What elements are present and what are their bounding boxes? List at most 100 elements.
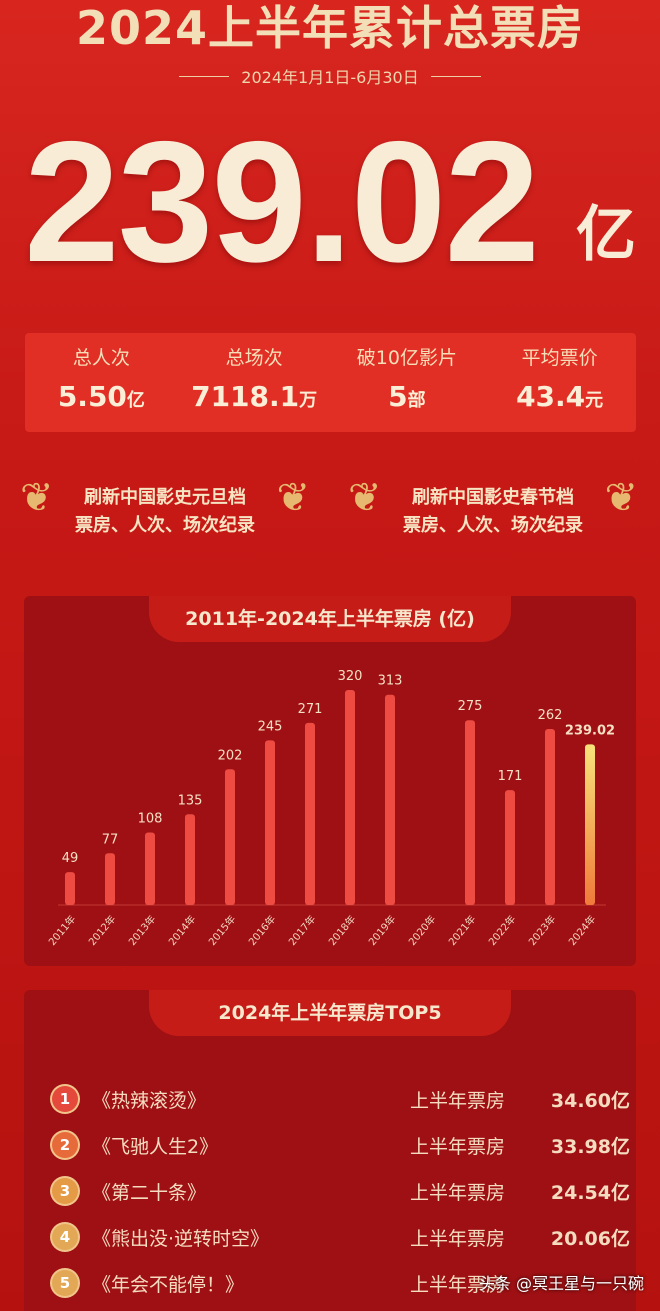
x-tick-label: 2020年 bbox=[406, 913, 439, 949]
bar-2014年 bbox=[185, 814, 195, 905]
bar-2021年 bbox=[465, 720, 475, 905]
watermark: 头条 @冥王星与一只碗 bbox=[478, 1274, 644, 1293]
data-label: 202 bbox=[218, 748, 243, 763]
bar-2018年 bbox=[345, 690, 355, 905]
stat-avg-price: 平均票价 43.4元 bbox=[483, 333, 636, 432]
page-title: 2024上半年累计总票房 bbox=[75, 1, 585, 55]
top5-row: 3 《第二十条》 上半年票房 24.54亿 bbox=[24, 1168, 636, 1214]
stat-value: 7118.1 bbox=[191, 380, 300, 413]
film-title: 《年会不能停！》 bbox=[92, 1273, 245, 1296]
box-office-value: 20.06亿 bbox=[550, 1227, 630, 1250]
stat-screenings: 总场次 7118.1万 bbox=[178, 333, 331, 432]
film-title: 《飞驰人生2》 bbox=[92, 1135, 219, 1158]
stat-label: 总场次 bbox=[225, 347, 283, 369]
bar-2023年 bbox=[545, 728, 555, 905]
x-tick-label: 2015年 bbox=[206, 913, 239, 949]
record-line: 票房、人次、场次纪录 bbox=[403, 515, 583, 536]
total-box-office: 239.02 亿 bbox=[24, 110, 636, 295]
film-title: 《热辣滚烫》 bbox=[92, 1089, 207, 1112]
x-tick-label: 2012年 bbox=[86, 913, 119, 949]
bar-2024年 bbox=[585, 744, 595, 905]
data-label: 245 bbox=[258, 719, 283, 734]
stat-value: 43.4 bbox=[516, 380, 586, 413]
laurel-left-icon: ❦ bbox=[348, 475, 382, 521]
data-label: 320 bbox=[338, 669, 363, 684]
stat-value: 5 bbox=[388, 380, 408, 413]
top5-row: 4 《熊出没·逆转时空》 上半年票房 20.06亿 bbox=[24, 1214, 636, 1260]
laurel-right-icon: ❦ bbox=[604, 475, 638, 521]
stat-label: 平均票价 bbox=[521, 347, 598, 369]
top5-row: 1 《热辣滚烫》 上半年票房 34.60亿 bbox=[24, 1076, 636, 1122]
x-tick-label: 2013年 bbox=[126, 913, 159, 949]
divider bbox=[430, 75, 481, 77]
stat-unit: 部 bbox=[407, 390, 426, 411]
top5-title: 2024年上半年票房TOP5 bbox=[149, 990, 511, 1036]
x-tick-label: 2018年 bbox=[326, 913, 359, 949]
x-tick-label: 2011年 bbox=[46, 913, 79, 949]
chart-title: 2011年-2024年上半年票房 (亿) bbox=[149, 596, 511, 642]
x-tick-label: 2016年 bbox=[246, 913, 279, 949]
x-tick-label: 2022年 bbox=[486, 913, 519, 949]
bar-2013年 bbox=[145, 832, 155, 905]
stat-unit: 亿 bbox=[126, 390, 145, 411]
box-office-label: 上半年票房 bbox=[410, 1181, 506, 1204]
total-value: 239.02 bbox=[24, 106, 540, 298]
bar-2012年 bbox=[105, 853, 115, 905]
record-line: 票房、人次、场次纪录 bbox=[75, 515, 255, 536]
total-unit: 亿 bbox=[576, 200, 636, 270]
date-range-text: 2024年1月1日-6月30日 bbox=[241, 68, 419, 87]
data-label: 239.02 bbox=[565, 723, 615, 738]
data-label: 313 bbox=[378, 674, 403, 689]
box-office-label: 上半年票房 bbox=[410, 1227, 506, 1250]
top5-panel: 2024年上半年票房TOP5 1 《热辣滚烫》 上半年票房 34.60亿 2 《飞驰人生2… bbox=[24, 990, 636, 1311]
stat-billion-films: 破10亿影片 5部 bbox=[331, 333, 484, 432]
data-label: 271 bbox=[298, 702, 323, 717]
stat-unit: 元 bbox=[585, 390, 604, 411]
x-tick-label: 2014年 bbox=[166, 913, 199, 949]
stat-admissions: 总人次 5.50亿 bbox=[25, 333, 178, 432]
data-label: 108 bbox=[138, 811, 163, 826]
box-office-label: 上半年票房 bbox=[410, 1135, 506, 1158]
divider bbox=[179, 75, 230, 77]
x-tick-label: 2024年 bbox=[566, 913, 599, 949]
box-office-label: 上半年票房 bbox=[410, 1089, 506, 1112]
laurel-right-icon: ❦ bbox=[276, 475, 310, 521]
date-range: 2024年1月1日-6月30日 bbox=[0, 64, 660, 88]
box-office-value: 33.98亿 bbox=[550, 1135, 630, 1158]
rank-badge: 2 bbox=[52, 1132, 78, 1158]
top5-row: 5 《年会不能停！》 上半年票房 bbox=[24, 1260, 636, 1306]
bar-2019年 bbox=[385, 694, 395, 905]
bar-2017年 bbox=[305, 722, 315, 905]
record-line: 刷新中国影史春节档 bbox=[412, 487, 574, 508]
data-label: 262 bbox=[538, 708, 563, 723]
bar-2015年 bbox=[225, 769, 235, 905]
bar-2016年 bbox=[265, 740, 275, 905]
record-spring-festival: ❦ 刷新中国影史春节档 票房、人次、场次纪录 ❦ bbox=[348, 475, 638, 540]
box-office-chart-panel: 2011年-2024年上半年票房 (亿) 49 2011年 77 2012年 108 20… bbox=[24, 596, 636, 966]
rank-badge: 3 bbox=[52, 1178, 78, 1204]
x-tick-label: 2017年 bbox=[286, 913, 319, 949]
bar-2011年 bbox=[65, 872, 75, 905]
stat-unit: 万 bbox=[299, 390, 318, 411]
x-tick-label: 2019年 bbox=[366, 913, 399, 949]
rank-badge: 5 bbox=[52, 1270, 78, 1296]
film-title: 《第二十条》 bbox=[92, 1181, 207, 1204]
film-title: 《熊出没·逆转时空》 bbox=[92, 1227, 270, 1250]
stat-value: 5.50 bbox=[57, 380, 127, 413]
bar-chart: 49 2011年 77 2012年 108 2013年 135 2014年 202 2015年 24… bbox=[46, 669, 616, 949]
stat-label: 破10亿影片 bbox=[356, 347, 457, 369]
x-tick-label: 2023年 bbox=[526, 913, 559, 949]
data-label: 275 bbox=[458, 699, 483, 714]
record-new-year: ❦ 刷新中国影史元旦档 票房、人次、场次纪录 ❦ bbox=[20, 475, 310, 540]
stat-label: 总人次 bbox=[72, 347, 130, 369]
rank-badge: 4 bbox=[52, 1224, 78, 1250]
record-line: 刷新中国影史元旦档 bbox=[84, 487, 246, 508]
rank-badge: 1 bbox=[52, 1086, 78, 1112]
bar-2022年 bbox=[505, 790, 515, 905]
data-label: 77 bbox=[102, 832, 119, 847]
data-label: 135 bbox=[178, 793, 203, 808]
box-office-value: 34.60亿 bbox=[550, 1089, 630, 1112]
data-label: 49 bbox=[62, 851, 79, 866]
top5-row: 2 《飞驰人生2》 上半年票房 33.98亿 bbox=[24, 1122, 636, 1168]
data-label: 171 bbox=[498, 769, 523, 784]
